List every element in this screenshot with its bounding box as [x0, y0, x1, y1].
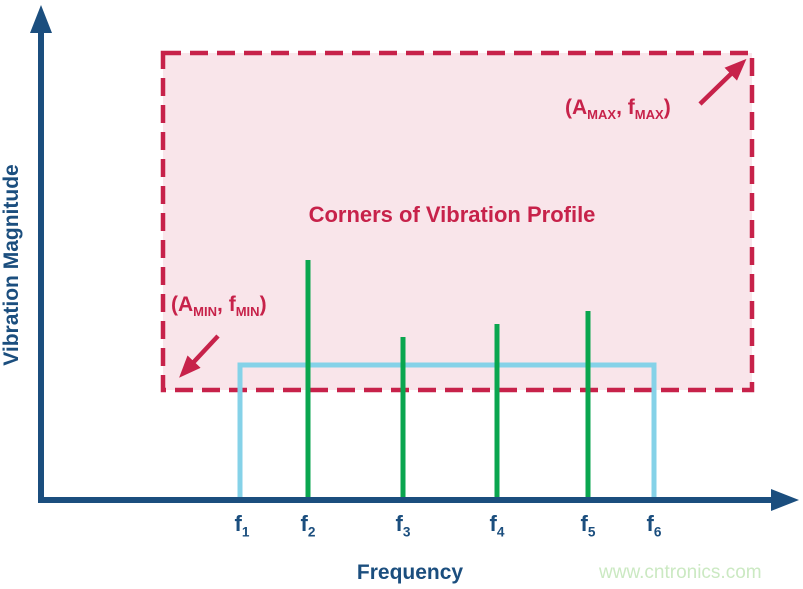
- max-corner-label-part: ): [663, 96, 671, 119]
- min-corner-label: (AMIN, fMIN): [171, 293, 267, 320]
- tick-subscript: 6: [653, 524, 662, 540]
- max-corner-subscript: MAX: [587, 107, 617, 123]
- y-axis-label: Vibration Magnitude: [0, 164, 23, 366]
- chart-title: Corners of Vibration Profile: [308, 202, 596, 227]
- x-tick-f3: f3: [381, 511, 425, 540]
- tick-base: f: [395, 511, 403, 536]
- min-corner-arrow: [179, 334, 220, 378]
- tick-base: f: [489, 511, 497, 536]
- x-axis-label: Frequency: [356, 561, 464, 584]
- min-corner-label-part: , f: [217, 293, 236, 316]
- x-tick-f1: f1: [220, 511, 264, 540]
- tick-subscript: 3: [402, 524, 411, 540]
- min-corner-subscript: MIN: [235, 304, 260, 320]
- min-corner-label-part: ): [259, 293, 267, 316]
- max-corner-subscript: MAX: [634, 107, 664, 123]
- x-tick-f4: f4: [475, 511, 519, 540]
- tick-subscript: 1: [241, 524, 250, 540]
- max-corner-label-part: (A: [565, 96, 588, 119]
- x-tick-f5: f5: [566, 511, 610, 540]
- tick-subscript: 2: [307, 524, 316, 540]
- x-tick-f6: f6: [632, 511, 676, 540]
- max-corner-label: (AMAX, fMAX): [565, 96, 671, 123]
- tick-subscript: 4: [496, 524, 505, 540]
- tick-base: f: [646, 511, 654, 536]
- flat-profile-outline: [237, 362, 657, 500]
- x-tick-f2: f2: [286, 511, 330, 540]
- max-corner-arrow: [698, 58, 747, 106]
- max-corner-label-part: , f: [616, 96, 635, 119]
- tick-subscript: 5: [587, 524, 596, 540]
- tick-base: f: [300, 511, 308, 536]
- tick-base: f: [234, 511, 242, 536]
- vibration-envelope-box: [160, 50, 755, 393]
- min-corner-label-part: (A: [171, 293, 194, 316]
- watermark-text: www.cntronics.com: [599, 562, 762, 583]
- tick-base: f: [580, 511, 588, 536]
- min-corner-subscript: MIN: [193, 304, 218, 320]
